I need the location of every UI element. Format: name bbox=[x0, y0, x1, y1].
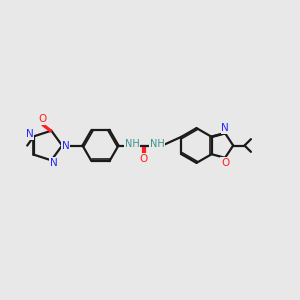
Text: O: O bbox=[221, 158, 230, 168]
Text: N: N bbox=[62, 141, 70, 151]
Text: N: N bbox=[26, 129, 34, 139]
Text: NH: NH bbox=[124, 139, 140, 149]
Text: O: O bbox=[38, 114, 46, 124]
Text: NH: NH bbox=[149, 139, 164, 149]
Text: N: N bbox=[50, 158, 58, 168]
Text: N: N bbox=[221, 123, 229, 133]
Text: O: O bbox=[140, 154, 148, 164]
